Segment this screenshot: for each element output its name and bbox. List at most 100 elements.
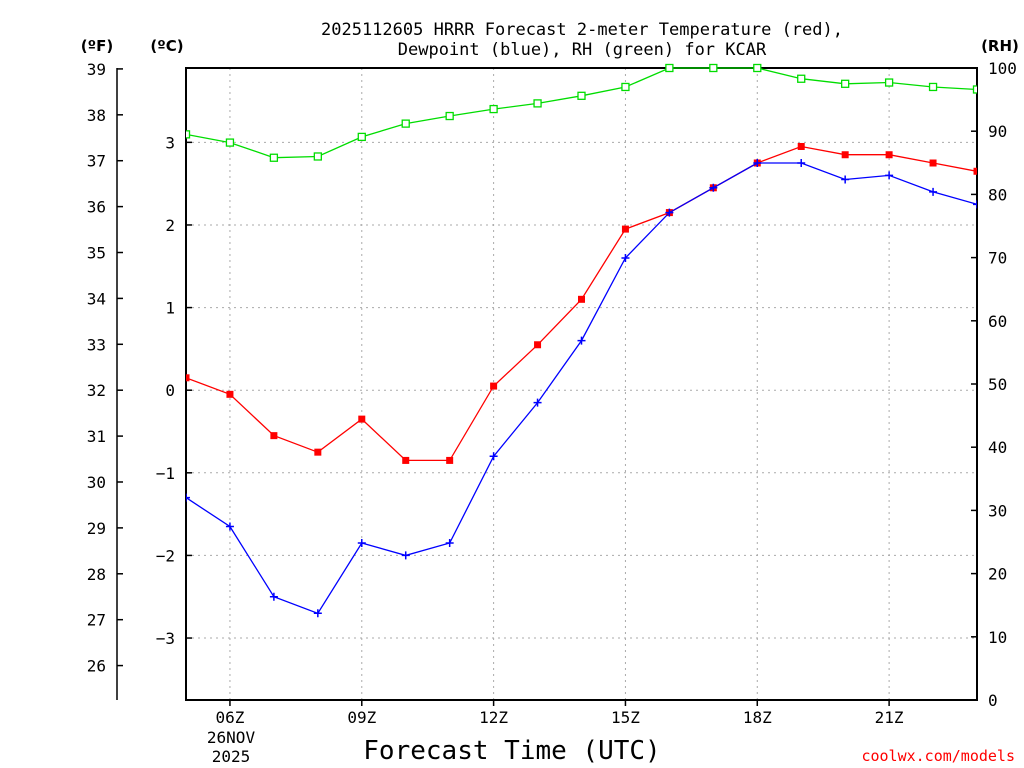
rh-point <box>841 79 850 88</box>
rh-point <box>186 130 191 139</box>
date-label-month: 26NOV <box>207 728 256 747</box>
temperature-point <box>973 167 977 175</box>
temperature-line <box>186 145 977 462</box>
temperature-point <box>314 448 322 456</box>
rh-point <box>489 104 498 114</box>
rh-tick-label: 60 <box>988 312 1007 331</box>
rh-tick-label: 40 <box>988 438 1007 457</box>
dewpoint-point <box>577 336 586 345</box>
rh-tick-label: 30 <box>988 501 1007 520</box>
fahrenheit-tick-label: 33 <box>87 335 106 354</box>
fahrenheit-tick-label: 34 <box>87 289 106 308</box>
rh-point <box>357 132 366 142</box>
rh-tick-label: 50 <box>988 375 1007 394</box>
fahrenheit-tick-label: 29 <box>87 519 106 538</box>
temperature-point <box>490 382 498 390</box>
fahrenheit-tick-label: 39 <box>87 60 106 79</box>
axes: 06Z 09Z 12Z 15Z 18Z 21Z3210−1−2−3393837363534… <box>87 59 1017 727</box>
dewpoint-point <box>665 208 674 217</box>
dewpoint-point <box>885 171 894 180</box>
fahrenheit-tick-label: 26 <box>87 657 106 676</box>
rh-point <box>928 82 938 92</box>
dewpoint-point <box>753 159 762 168</box>
dewpoint-point <box>313 609 322 618</box>
x-tick-label: 12Z <box>479 708 508 727</box>
fahrenheit-unit-label: (ºF) <box>81 37 113 55</box>
fahrenheit-tick-label: 28 <box>87 565 106 584</box>
temperature-point <box>186 374 190 382</box>
rh-point <box>884 78 894 87</box>
temperature-point <box>578 295 585 303</box>
rh-tick-label: 20 <box>988 565 1007 584</box>
rh-point <box>269 153 279 162</box>
rh-point <box>972 85 977 94</box>
rh-tick-label: 80 <box>988 185 1007 204</box>
dewpoint-point <box>269 592 278 601</box>
rh-point <box>709 63 718 73</box>
credit-text: coolwx.com/models <box>861 747 1015 765</box>
rh-point <box>621 82 630 92</box>
rh-point <box>313 152 322 161</box>
temperature-point <box>226 390 234 398</box>
celsius-tick-label: −2 <box>156 546 175 565</box>
date-label-year: 2025 <box>212 747 251 766</box>
celsius-tick-label: 1 <box>165 299 175 318</box>
temperature-point <box>446 456 454 464</box>
chart-title-line1: 2025112605 HRRR Forecast 2-meter Tempera… <box>321 20 843 40</box>
temperature-point <box>402 456 410 464</box>
dewpoint-point <box>445 539 454 548</box>
temperature-point <box>885 151 893 159</box>
dewpoint-point <box>797 159 806 168</box>
fahrenheit-tick-label: 30 <box>87 473 106 492</box>
fahrenheit-tick-label: 32 <box>87 381 106 400</box>
dewpoint-point <box>533 398 542 407</box>
x-tick-label: 15Z <box>611 708 640 727</box>
fahrenheit-tick-label: 35 <box>87 244 106 263</box>
dewpoint-series <box>186 159 977 618</box>
x-tick-label: 21Z <box>875 708 904 727</box>
celsius-tick-label: −1 <box>156 464 175 483</box>
fahrenheit-tick-label: 38 <box>87 106 106 125</box>
dewpoint-point <box>489 452 498 461</box>
temperature-point <box>621 225 629 233</box>
temperature-point <box>358 415 366 423</box>
rh-tick-label: 70 <box>988 249 1007 268</box>
temperature-series <box>186 142 977 464</box>
dewpoint-point <box>357 539 366 548</box>
series-layer <box>186 63 977 618</box>
dewpoint-point <box>929 187 938 196</box>
dewpoint-point <box>225 522 234 531</box>
rh-point <box>445 111 454 121</box>
celsius-tick-label: 3 <box>165 133 175 152</box>
rh-point <box>577 91 586 100</box>
rh-point <box>225 138 235 147</box>
grid-lines <box>186 68 977 700</box>
rh-unit-label: (RH) <box>981 37 1019 55</box>
celsius-tick-label: 0 <box>165 381 175 400</box>
x-axis-label: Forecast Time (UTC) <box>363 736 660 766</box>
fahrenheit-tick-label: 31 <box>87 427 106 446</box>
celsius-unit-label: (ºC) <box>150 37 183 55</box>
plot-frame <box>185 67 978 701</box>
rh-series <box>186 63 977 162</box>
dewpoint-point <box>973 200 977 209</box>
dewpoint-point <box>621 254 630 263</box>
rh-point <box>797 74 806 83</box>
rh-point <box>401 119 410 128</box>
fahrenheit-tick-label: 27 <box>87 611 106 630</box>
fahrenheit-tick-label: 37 <box>87 152 106 171</box>
chart-title-line2: Dewpoint (blue), RH (green) for KCAR <box>398 40 767 60</box>
x-tick-label: 18Z <box>743 708 772 727</box>
celsius-tick-label: −3 <box>156 629 175 648</box>
rh-tick-label: 100 <box>988 59 1017 78</box>
temperature-point <box>841 151 849 159</box>
x-tick-label: 06Z <box>215 708 244 727</box>
dewpoint-point <box>186 493 190 502</box>
temperature-point <box>929 159 937 167</box>
temperature-point <box>534 341 542 349</box>
rh-point <box>753 63 762 73</box>
rh-tick-label: 0 <box>988 691 998 710</box>
dewpoint-point <box>401 551 410 560</box>
rh-tick-label: 10 <box>988 628 1007 647</box>
fahrenheit-tick-label: 36 <box>87 198 106 217</box>
